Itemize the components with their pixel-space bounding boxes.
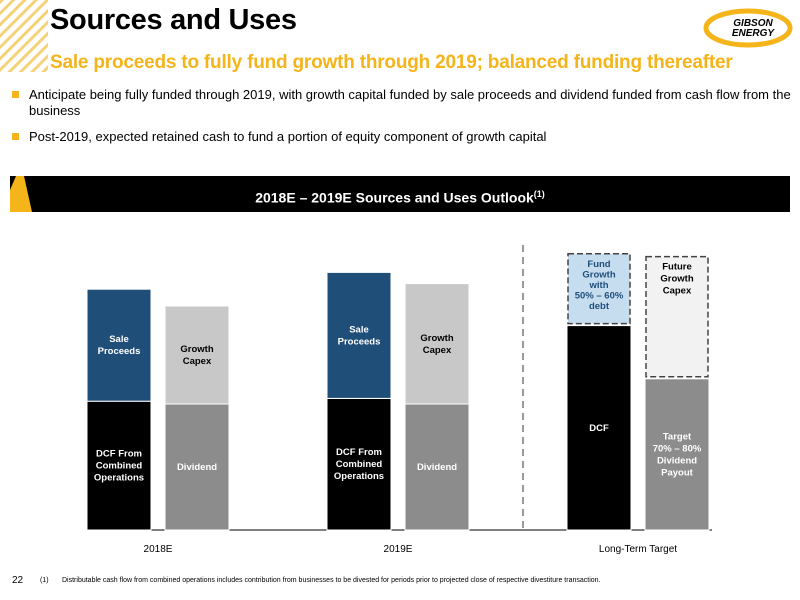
bar-segment [567,253,631,325]
chart-title-superscript: (1) [533,189,545,199]
bar-segment [164,403,230,531]
bar-segment-label: Growth Capex [420,333,453,356]
bullet-marker [12,91,19,98]
page-subtitle: Sale proceeds to fully fund growth throu… [50,52,733,73]
bar-segment [404,283,470,405]
chart-title: 2018E – 2019E Sources and Uses Outlook(1… [10,176,790,212]
footnote-marker: (1) [40,577,49,584]
page-number: 22 [12,575,24,586]
logo-text-line1: GIBSON [733,18,773,29]
bullet-text: Anticipate being fully funded through 20… [29,87,791,118]
bar-segment [326,397,392,531]
bar-segment [86,288,152,402]
bar-segment-label: Growth Capex [180,344,213,367]
bullet-item: Anticipate being fully funded through 20… [12,87,792,119]
x-tick-label: 2019E [384,544,413,555]
bullet-marker [12,133,19,140]
banner-stripe-pattern [10,176,38,212]
bar-segment-label: Fund Growth with 50% – 60% debt [575,259,624,312]
footnote-text: Distributable cash flow from combined op… [62,577,601,584]
bullet-list: Anticipate being fully funded through 20… [12,87,792,155]
chart-title-text: 2018E – 2019E Sources and Uses Outlook [255,189,534,206]
bar-segment-label: DCF From Combined Operations [334,447,384,482]
sources-uses-chart: DCF From Combined Operations Sale Proceeds Di… [86,245,712,555]
bar-segment-label: Dividend [417,462,457,473]
bullet-item: Post-2019, expected retained cash to fun… [12,129,792,145]
gibson-energy-logo: GIBSON ENERGY [703,8,793,48]
corner-stripe-pattern [0,0,48,72]
bar-segment-label: Target 70% – 80% Dividend Payout [653,431,702,478]
bar-segment [164,305,230,405]
x-tick-label: Long-Term Target [599,544,677,555]
bar-segment [404,403,470,531]
bar-segment-label: Sale Proceeds [98,334,141,357]
bullet-text: Post-2019, expected retained cash to fun… [29,129,547,144]
logo-text-line2: ENERGY [732,28,776,39]
bar-segment-label: Future Growth Capex [660,262,693,297]
x-tick-label: 2018E [144,544,173,555]
bar-segment [326,271,392,399]
bar-segment [645,255,709,378]
bar-segment [644,378,710,531]
bar-segment-label: Dividend [177,462,217,473]
bar-segment-label: DCF From Combined Operations [94,449,144,484]
bar-segment-label: DCF [589,423,609,434]
footnote: (1) Distributable cash flow from combined… [40,577,601,584]
bar-segment [566,325,632,531]
page-title: Sources and Uses [50,4,297,36]
bar-segment-label: Sale Proceeds [338,324,381,347]
chart-banner: 2018E – 2019E Sources and Uses Outlook(1… [10,176,790,212]
